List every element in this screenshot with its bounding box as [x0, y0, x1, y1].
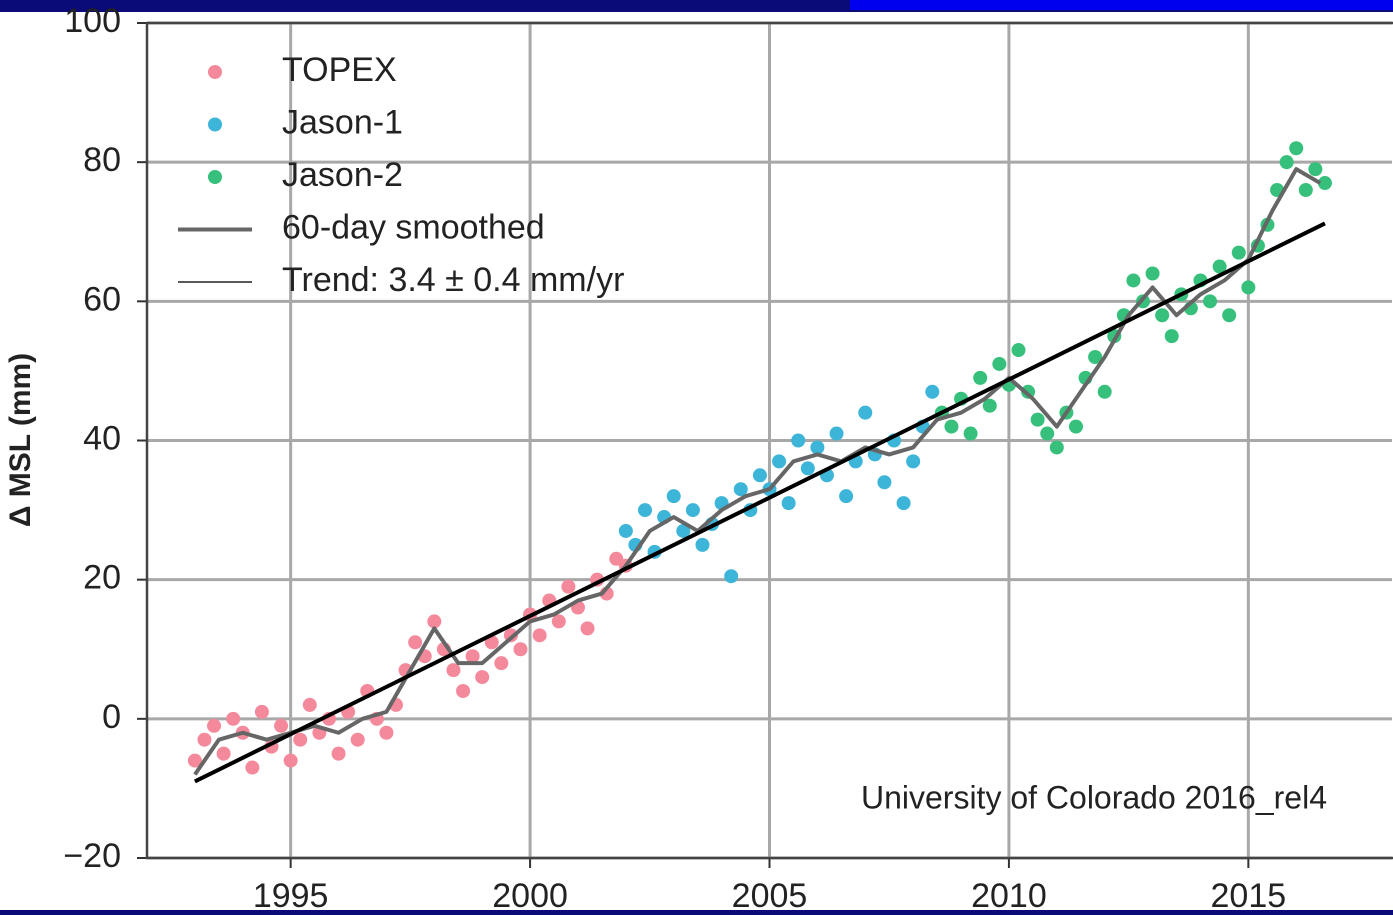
- data-point: [284, 754, 298, 768]
- data-point: [581, 621, 595, 635]
- data-point: [351, 733, 365, 747]
- data-point: [303, 698, 317, 712]
- data-point: [667, 489, 681, 503]
- legend-label: Jason-1: [282, 103, 403, 141]
- data-point: [456, 684, 470, 698]
- x-tick-label: 1995: [253, 877, 329, 915]
- data-point: [695, 538, 709, 552]
- data-point: [1241, 280, 1255, 294]
- data-point: [1155, 308, 1169, 322]
- data-point: [466, 649, 480, 663]
- data-point: [1232, 246, 1246, 260]
- data-point: [514, 642, 528, 656]
- data-point: [772, 454, 786, 468]
- y-tick-label: 60: [83, 280, 121, 318]
- x-tick-label: 2010: [971, 877, 1047, 915]
- y-tick-label: −20: [63, 837, 121, 875]
- data-point: [274, 719, 288, 733]
- legend-marker: [208, 65, 222, 79]
- x-tick-label: 2000: [492, 877, 568, 915]
- data-point: [217, 747, 231, 761]
- data-point: [1289, 141, 1303, 155]
- data-point: [830, 427, 844, 441]
- data-point: [897, 496, 911, 510]
- data-point: [494, 656, 508, 670]
- data-point: [810, 440, 824, 454]
- legend-label: Trend: 3.4 ± 0.4 mm/yr: [282, 261, 624, 299]
- y-tick-label: 40: [83, 419, 121, 457]
- annotation: University of Colorado 2016_rel4: [861, 779, 1327, 815]
- data-point: [1050, 440, 1064, 454]
- data-point: [1098, 385, 1112, 399]
- data-point: [964, 427, 978, 441]
- data-point: [207, 719, 221, 733]
- data-point: [944, 420, 958, 434]
- data-point: [1299, 183, 1313, 197]
- data-point: [1012, 343, 1026, 357]
- backdrop-strip: [850, 0, 1393, 10]
- data-point: [408, 635, 422, 649]
- data-point: [1280, 155, 1294, 169]
- data-point: [686, 503, 700, 517]
- data-point: [619, 524, 633, 538]
- legend-label: TOPEX: [282, 51, 397, 89]
- data-point: [245, 761, 259, 775]
- data-point: [1069, 420, 1083, 434]
- data-point: [533, 628, 547, 642]
- data-point: [561, 580, 575, 594]
- data-point: [1165, 329, 1179, 343]
- page: Δ MSL (mm) −20 0 20 40 60 80 100 1995 2000 2005 20…: [0, 0, 1393, 915]
- data-point: [877, 475, 891, 489]
- y-axis-label: Δ MSL (mm): [4, 353, 37, 527]
- data-point: [379, 726, 393, 740]
- y-tick-label: 0: [102, 698, 121, 736]
- data-point: [791, 434, 805, 448]
- data-point: [1126, 273, 1140, 287]
- data-point: [638, 503, 652, 517]
- data-point: [1203, 294, 1217, 308]
- legend-marker: [208, 118, 222, 132]
- x-tick-label: 2005: [732, 877, 808, 915]
- data-point: [724, 569, 738, 583]
- data-point: [801, 461, 815, 475]
- data-point: [255, 705, 269, 719]
- legend-label: 60-day smoothed: [282, 208, 545, 246]
- data-point: [446, 663, 460, 677]
- data-point: [427, 614, 441, 628]
- data-point: [839, 489, 853, 503]
- data-point: [782, 496, 796, 510]
- data-point: [906, 454, 920, 468]
- data-point: [973, 371, 987, 385]
- data-point: [753, 468, 767, 482]
- data-point: [925, 385, 939, 399]
- data-point: [1222, 308, 1236, 322]
- data-point: [332, 747, 346, 761]
- chart: Δ MSL (mm) −20 0 20 40 60 80 100 1995 2000 2005 20…: [0, 0, 1393, 915]
- data-point: [197, 733, 211, 747]
- data-point: [1040, 427, 1054, 441]
- data-point: [1146, 267, 1160, 281]
- data-point: [1031, 413, 1045, 427]
- x-tick-label: 2015: [1211, 877, 1287, 915]
- legend-marker: [208, 170, 222, 184]
- legend-label: Jason-2: [282, 156, 403, 194]
- y-tick-label: 80: [83, 141, 121, 179]
- data-point: [858, 406, 872, 420]
- data-point: [226, 712, 240, 726]
- data-point: [992, 357, 1006, 371]
- data-point: [1308, 162, 1322, 176]
- y-tick-label: 20: [83, 559, 121, 597]
- y-tick-label: 100: [64, 2, 121, 40]
- data-point: [475, 670, 489, 684]
- data-point: [293, 733, 307, 747]
